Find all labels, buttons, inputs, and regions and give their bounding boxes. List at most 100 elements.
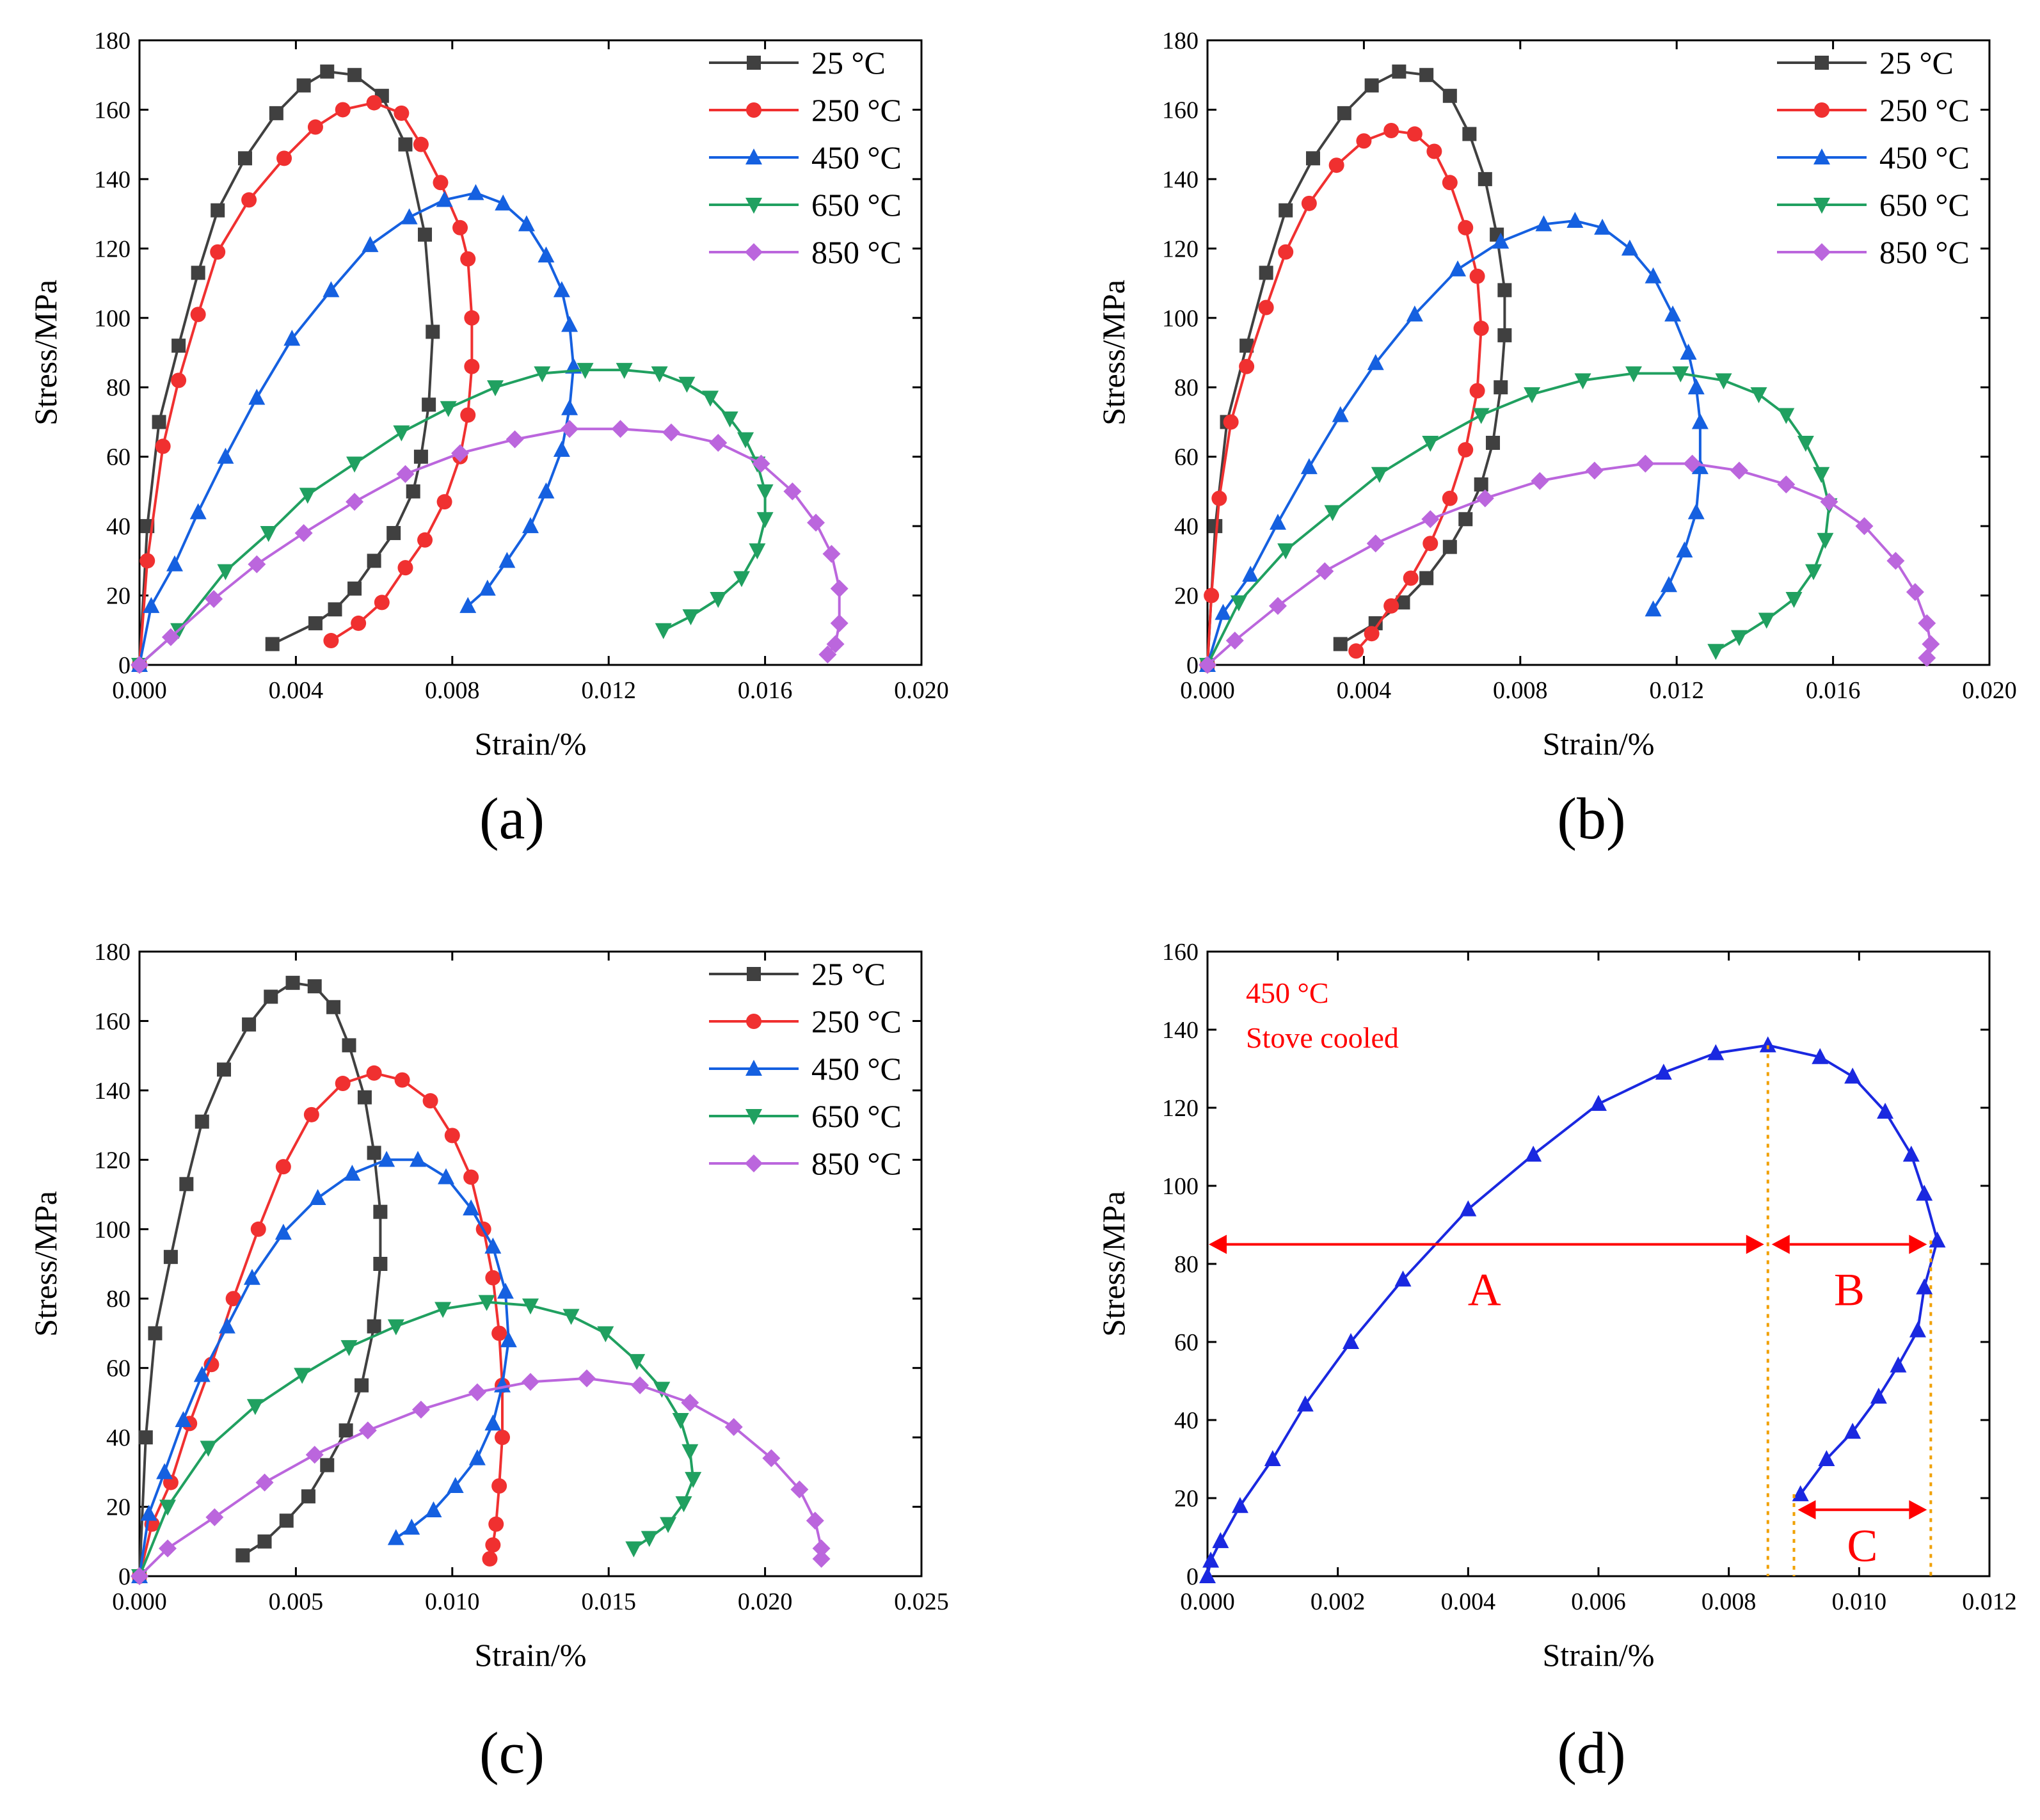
- data-point: [1645, 600, 1662, 617]
- data-point: [1458, 220, 1474, 235]
- arrow-a-head-left: [1209, 1234, 1227, 1254]
- data-point: [257, 1534, 272, 1549]
- y-tick-label: 0: [118, 652, 131, 679]
- data-point: [250, 1221, 266, 1237]
- data-point: [1683, 454, 1701, 473]
- data-point: [611, 420, 630, 438]
- data-point: [1225, 632, 1244, 650]
- data-point: [344, 1165, 361, 1181]
- series-850-C: [131, 420, 849, 674]
- legend-label: 250 °C: [811, 92, 902, 128]
- data-point: [498, 552, 516, 568]
- data-point: [246, 1399, 264, 1416]
- data-point: [597, 1326, 614, 1343]
- annotations: 450 °C Stove cooled A B C: [1209, 977, 1932, 1576]
- y-tick-label: 120: [94, 1147, 131, 1174]
- legend-marker: [747, 56, 761, 70]
- data-point: [1469, 268, 1485, 284]
- data-point: [1343, 1333, 1360, 1349]
- data-point: [275, 1224, 292, 1240]
- data-point: [681, 1393, 699, 1412]
- data-point: [394, 105, 410, 121]
- data-point: [518, 215, 535, 232]
- data-point: [1348, 643, 1364, 659]
- data-point: [1574, 373, 1591, 390]
- data-point: [305, 1446, 324, 1464]
- data-point: [161, 628, 180, 646]
- y-tick-label: 160: [94, 1008, 131, 1035]
- data-point: [351, 615, 367, 631]
- y-tick-label: 140: [94, 166, 131, 193]
- series-line: [1206, 462, 1932, 666]
- y-tick-label: 140: [1162, 166, 1199, 193]
- data-point: [1645, 267, 1662, 283]
- data-point: [217, 447, 234, 464]
- x-tick-label: 0.008: [1493, 677, 1548, 704]
- series-250-C: [1200, 122, 1489, 673]
- x-tick-label: 0.010: [1832, 1588, 1887, 1615]
- y-tick-label: 80: [106, 374, 131, 401]
- data-point: [1215, 603, 1232, 620]
- data-point: [1264, 1450, 1281, 1466]
- data-point: [1759, 1036, 1776, 1053]
- data-point: [1300, 458, 1318, 474]
- x-tick-label: 0.008: [425, 677, 480, 704]
- data-point: [285, 975, 300, 990]
- data-point: [393, 425, 410, 442]
- legend-marker: [1815, 56, 1829, 70]
- data-point: [1199, 656, 1216, 674]
- data-point: [1797, 435, 1814, 452]
- data-point: [328, 602, 342, 617]
- data-point: [653, 1382, 671, 1398]
- data-point: [396, 465, 415, 483]
- data-point: [275, 1159, 291, 1175]
- data-point: [205, 589, 223, 608]
- series-line: [138, 1300, 695, 1577]
- data-point: [1886, 552, 1905, 570]
- data-point: [265, 637, 280, 651]
- data-point: [1715, 373, 1732, 390]
- panel-label: (c): [479, 1720, 545, 1785]
- data-point: [1458, 512, 1473, 527]
- data-point: [752, 454, 770, 473]
- data-point: [342, 1038, 356, 1053]
- data-point: [822, 545, 841, 563]
- data-point: [1707, 1044, 1725, 1060]
- data-point: [397, 560, 413, 576]
- series-650-C: [131, 363, 774, 674]
- data-point: [522, 1298, 539, 1315]
- data-point: [468, 1383, 486, 1401]
- arrow-b-head-left: [1771, 1234, 1790, 1254]
- data-point: [830, 614, 849, 632]
- data-point: [812, 1539, 831, 1558]
- y-tick-label: 100: [1162, 305, 1199, 332]
- data-point: [367, 1319, 381, 1334]
- data-point: [737, 432, 754, 449]
- data-point: [1426, 143, 1442, 159]
- data-point: [156, 1463, 173, 1480]
- data-point: [1383, 122, 1399, 138]
- data-point: [1208, 519, 1223, 534]
- data-point: [500, 1331, 517, 1348]
- data-point: [1535, 215, 1552, 232]
- series-250-C: [132, 95, 480, 673]
- x-axis-title: Strain/%: [1543, 726, 1655, 762]
- series-450-C: [131, 1151, 517, 1583]
- data-point: [491, 1325, 507, 1341]
- data-point: [1750, 387, 1767, 404]
- data-point: [672, 1413, 689, 1429]
- data-point: [357, 1090, 372, 1105]
- data-point: [1279, 203, 1293, 218]
- data-point: [1672, 366, 1689, 383]
- data-point: [323, 633, 339, 649]
- data-point: [296, 78, 311, 93]
- data-point: [806, 1512, 824, 1530]
- data-point: [175, 1411, 192, 1427]
- data-point: [362, 235, 379, 252]
- data-point: [131, 656, 148, 674]
- data-point: [433, 175, 449, 191]
- data-point: [1366, 534, 1385, 553]
- data-point: [538, 482, 555, 499]
- data-point: [203, 1357, 219, 1373]
- x-tick-label: 0.010: [425, 1588, 480, 1615]
